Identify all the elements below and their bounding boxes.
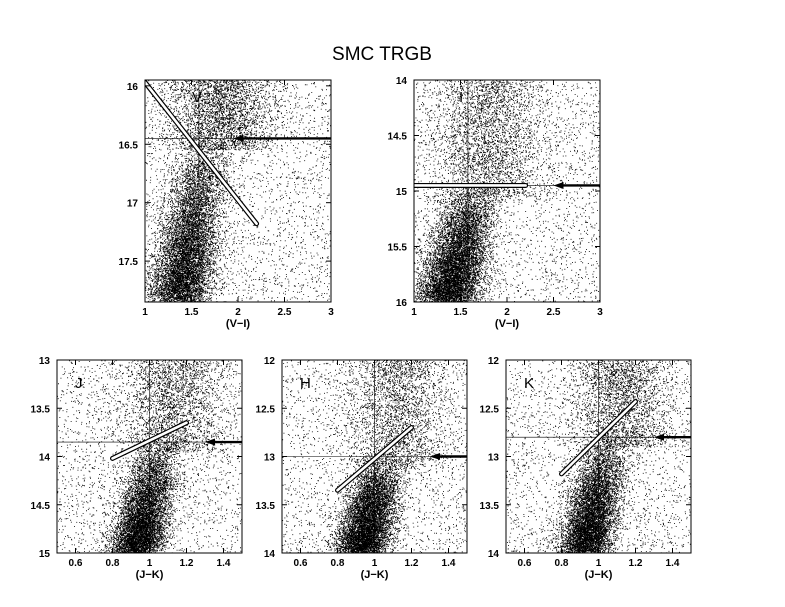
panel-band-label: K bbox=[524, 375, 534, 392]
panel-K: 0.6 0.8 1 1.2 1.4 12 12.5 13 13.5 14 (J−K) K bbox=[480, 356, 692, 581]
x-axis-label: (J−K) bbox=[136, 569, 164, 581]
y-tick-label: 13 bbox=[264, 453, 276, 464]
x-tick-label: 3 bbox=[597, 307, 603, 318]
panel-band-label: I bbox=[459, 89, 463, 106]
x-tick-label: 1.4 bbox=[217, 558, 231, 569]
y-tick-label: 16 bbox=[396, 298, 408, 309]
panel-band-label: J bbox=[75, 375, 83, 392]
y-tick-label: 12.5 bbox=[480, 404, 500, 415]
panel-J: 0.6 0.8 1 1.2 1.4 13 13.5 14 14.5 15 (J−K) J bbox=[31, 356, 243, 581]
x-axis-label: (V−I) bbox=[226, 318, 250, 330]
x-tick-label: 0.6 bbox=[518, 558, 532, 569]
y-tick-label: 14 bbox=[488, 549, 500, 560]
panels: 1 1.5 2 2.5 3 16 16.5 17 17.5 (V−I) V 1 1.5 2 2.5 3 14 14… bbox=[31, 76, 692, 581]
star-points-I bbox=[414, 80, 601, 303]
x-tick-label: 1.4 bbox=[442, 558, 456, 569]
panel-band-label: V bbox=[192, 89, 202, 106]
x-axis-label: (V−I) bbox=[495, 318, 519, 330]
x-tick-label: 1.2 bbox=[629, 558, 643, 569]
y-tick-label: 13 bbox=[39, 356, 51, 367]
trgb-arrow-head bbox=[554, 182, 564, 189]
x-tick-label: 3 bbox=[328, 307, 334, 318]
y-tick-label: 14 bbox=[264, 549, 276, 560]
y-tick-label: 17 bbox=[127, 199, 139, 210]
x-tick-label: 1 bbox=[411, 307, 417, 318]
y-tick-label: 14 bbox=[39, 453, 51, 464]
x-tick-label: 2 bbox=[504, 307, 510, 318]
y-tick-label: 12 bbox=[488, 356, 500, 367]
y-tick-label: 13.5 bbox=[480, 501, 500, 512]
y-tick-label: 15 bbox=[396, 187, 408, 198]
y-tick-label: 15.5 bbox=[388, 243, 408, 254]
y-tick-label: 14.5 bbox=[388, 132, 408, 143]
panel-H: 0.6 0.8 1 1.2 1.4 12 12.5 13 13.5 14 (J−K) H bbox=[256, 356, 468, 581]
x-tick-label: 0.6 bbox=[294, 558, 308, 569]
x-tick-label: 0.6 bbox=[69, 558, 83, 569]
y-tick-label: 13.5 bbox=[256, 501, 276, 512]
figure-title: SMC TRGB bbox=[332, 44, 432, 65]
x-axis-label: (J−K) bbox=[361, 569, 389, 581]
panel-band-label: H bbox=[300, 375, 311, 392]
x-tick-label: 1 bbox=[147, 558, 153, 569]
y-tick-label: 13 bbox=[488, 453, 500, 464]
x-tick-label: 0.8 bbox=[331, 558, 345, 569]
y-tick-label: 12.5 bbox=[256, 404, 276, 415]
x-tick-label: 1.2 bbox=[405, 558, 419, 569]
y-tick-label: 14.5 bbox=[31, 501, 51, 512]
star-points-J bbox=[57, 360, 243, 554]
y-tick-label: 16.5 bbox=[119, 140, 139, 151]
x-tick-label: 1.2 bbox=[180, 558, 194, 569]
x-tick-label: 2.5 bbox=[547, 307, 561, 318]
x-tick-label: 1.4 bbox=[666, 558, 680, 569]
x-tick-label: 1.5 bbox=[454, 307, 468, 318]
y-tick-label: 13.5 bbox=[31, 404, 51, 415]
x-tick-label: 1 bbox=[372, 558, 378, 569]
x-tick-label: 1 bbox=[596, 558, 602, 569]
y-tick-label: 15 bbox=[39, 549, 51, 560]
x-tick-label: 0.8 bbox=[106, 558, 120, 569]
x-axis-label: (J−K) bbox=[585, 569, 613, 581]
y-tick-label: 17.5 bbox=[119, 257, 139, 268]
x-tick-label: 2.5 bbox=[278, 307, 292, 318]
x-tick-label: 0.8 bbox=[555, 558, 569, 569]
star-points-V bbox=[145, 80, 332, 303]
panel-I: 1 1.5 2 2.5 3 14 14.5 15 15.5 16 (V−I) I bbox=[388, 76, 604, 330]
x-tick-label: 1 bbox=[142, 307, 148, 318]
trgb-arrow-head bbox=[430, 453, 440, 460]
y-tick-label: 14 bbox=[396, 76, 408, 87]
x-tick-label: 2 bbox=[235, 307, 241, 318]
x-tick-label: 1.5 bbox=[185, 307, 199, 318]
panel-V: 1 1.5 2 2.5 3 16 16.5 17 17.5 (V−I) V bbox=[119, 80, 335, 330]
y-tick-label: 12 bbox=[264, 356, 276, 367]
y-tick-label: 16 bbox=[127, 82, 139, 93]
